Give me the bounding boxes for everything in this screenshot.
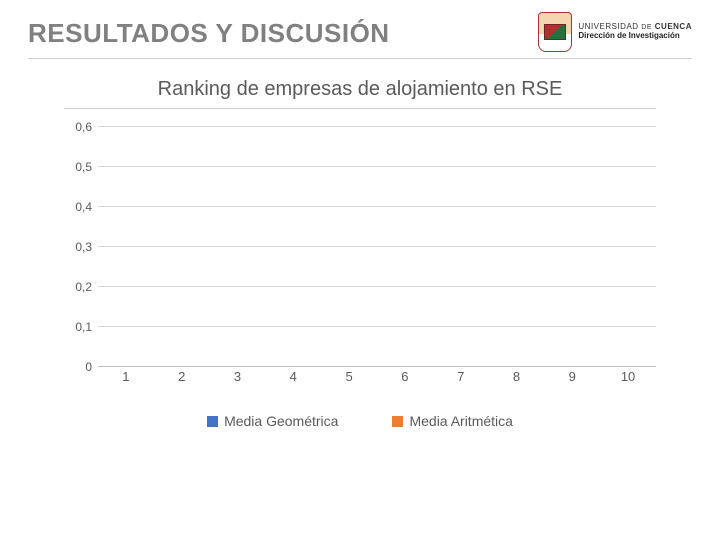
x-tick-label: 8 — [489, 369, 545, 389]
x-tick-label: 7 — [433, 369, 489, 389]
x-tick-label: 9 — [544, 369, 600, 389]
header: RESULTADOS Y DISCUSIÓN UNIVERSIDAD DE CU… — [28, 18, 692, 52]
plot-area: 00,10,20,30,40,50,6 12345678910 — [98, 127, 656, 387]
legend: Media Geométrica Media Aritmética — [64, 413, 656, 429]
y-axis: 00,10,20,30,40,50,6 — [64, 127, 98, 367]
y-tick-label: 0,3 — [75, 240, 92, 254]
y-tick-label: 0 — [85, 360, 92, 374]
bars-container — [98, 127, 656, 367]
y-tick-label: 0,4 — [75, 200, 92, 214]
section-heading: RESULTADOS Y DISCUSIÓN — [28, 18, 390, 49]
institution-logo: UNIVERSIDAD DE CUENCA Dirección de Inves… — [538, 12, 692, 52]
x-tick-label: 1 — [98, 369, 154, 389]
legend-item: Media Aritmética — [392, 413, 512, 429]
x-tick-label: 5 — [321, 369, 377, 389]
crest-icon — [538, 12, 572, 52]
slide: RESULTADOS Y DISCUSIÓN UNIVERSIDAD DE CU… — [0, 0, 720, 540]
y-tick-label: 0,5 — [75, 160, 92, 174]
university-subline: Dirección de Investigación — [578, 32, 692, 41]
y-tick-label: 0,6 — [75, 120, 92, 134]
y-tick-label: 0,2 — [75, 280, 92, 294]
x-axis-labels: 12345678910 — [98, 369, 656, 389]
legend-swatch — [392, 416, 403, 427]
x-tick-label: 6 — [377, 369, 433, 389]
y-tick-label: 0,1 — [75, 320, 92, 334]
legend-label: Media Aritmética — [409, 413, 512, 429]
x-tick-label: 3 — [210, 369, 266, 389]
x-tick-label: 4 — [265, 369, 321, 389]
chart-title: Ranking de empresas de alojamiento en RS… — [64, 77, 656, 102]
crest-inner — [544, 24, 566, 40]
chart: Ranking de empresas de alojamiento en RS… — [64, 77, 656, 429]
heading-underline — [28, 58, 692, 59]
legend-label: Media Geométrica — [224, 413, 338, 429]
legend-item: Media Geométrica — [207, 413, 338, 429]
legend-swatch — [207, 416, 218, 427]
logo-text: UNIVERSIDAD DE CUENCA Dirección de Inves… — [578, 23, 692, 41]
x-tick-label: 10 — [600, 369, 656, 389]
chart-title-underline — [64, 108, 656, 109]
x-tick-label: 2 — [154, 369, 210, 389]
